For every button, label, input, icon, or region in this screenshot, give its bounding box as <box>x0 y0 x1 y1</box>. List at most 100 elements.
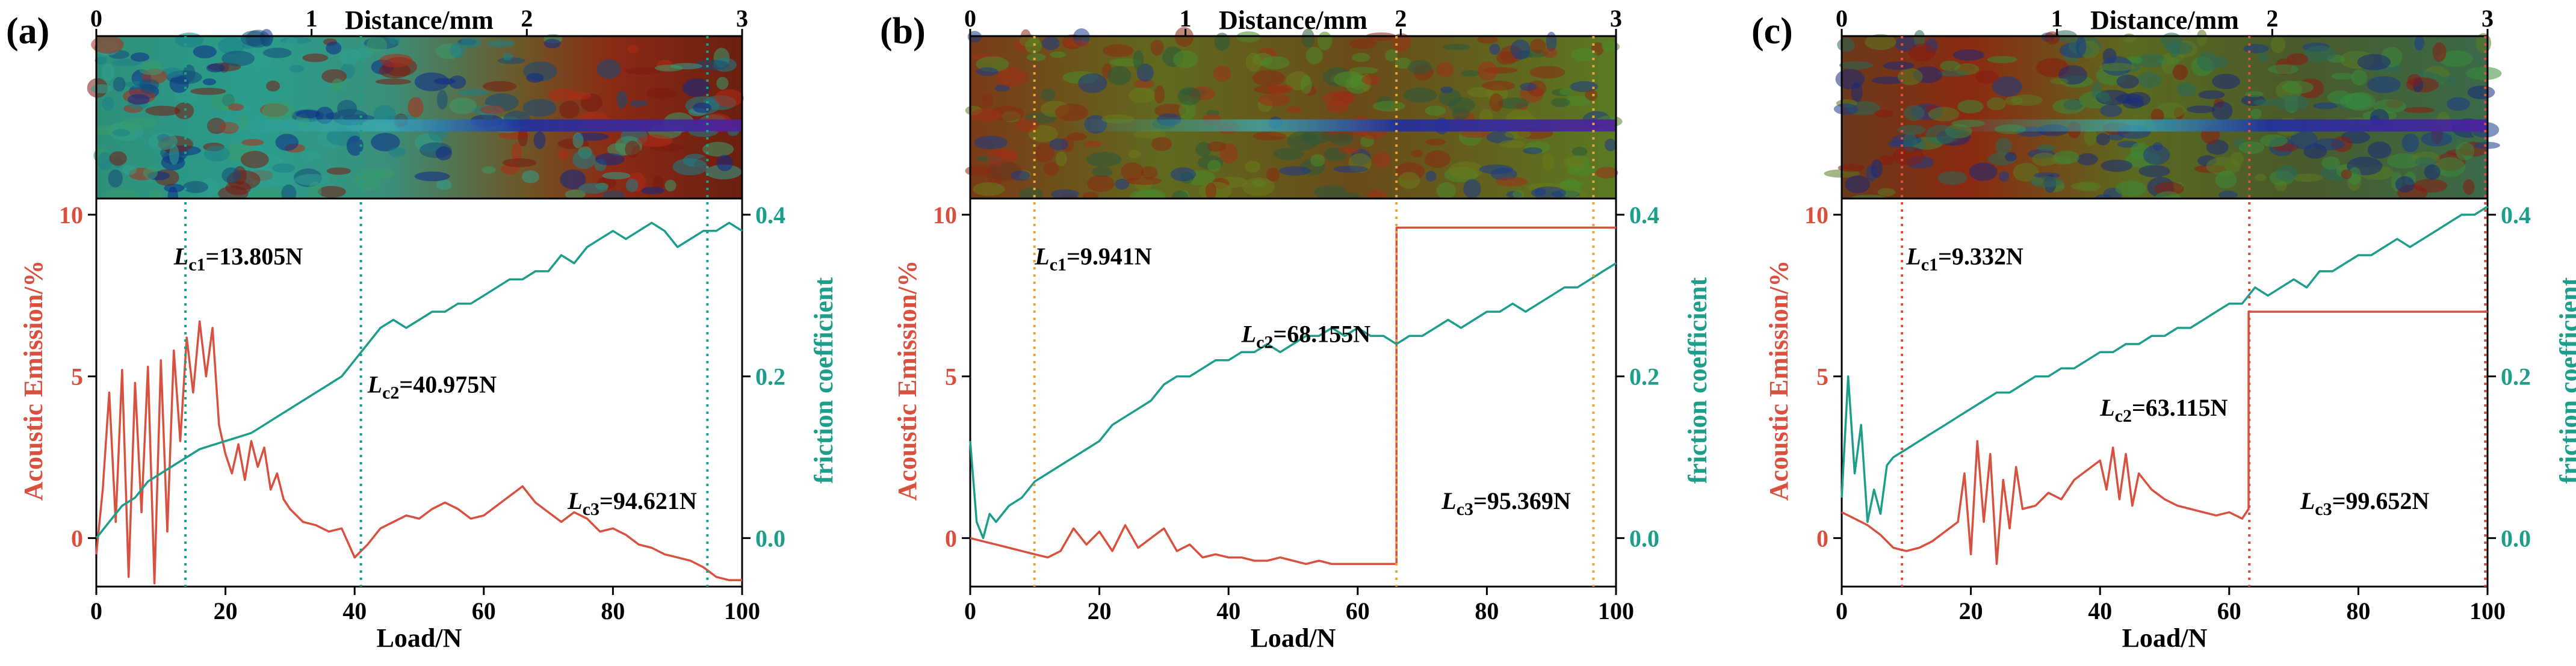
micrograph-texture-spot <box>1133 129 1166 139</box>
micrograph-texture-spot <box>1252 70 1285 87</box>
top-tick-label: 0 <box>964 5 976 32</box>
micrograph-texture-spot <box>602 171 631 180</box>
micrograph-texture-spot <box>2438 50 2473 67</box>
micrograph-texture-spot <box>111 58 141 66</box>
micrograph-texture-spot <box>2150 108 2164 123</box>
micrograph-texture-spot <box>105 188 140 199</box>
micrograph-texture-spot <box>241 139 264 146</box>
micrograph-texture-spot <box>1301 28 1315 48</box>
micrograph-texture-spot <box>976 67 999 76</box>
micrograph-texture-spot <box>2030 176 2063 188</box>
micrograph-texture-spot <box>2414 156 2436 166</box>
micrograph-texture-spot <box>148 132 178 150</box>
micrograph-texture-spot <box>102 96 115 111</box>
micrograph-texture-spot <box>1338 147 1360 154</box>
x-axis-title: Load/N <box>377 623 462 653</box>
micrograph-texture-spot <box>1035 143 1055 163</box>
micrograph-texture-spot <box>578 183 608 194</box>
micrograph-texture-spot <box>1530 39 1546 54</box>
top-axis-title: Distance/mm <box>2090 5 2239 35</box>
y-right-tick-label: 0.0 <box>1629 525 1659 552</box>
micrograph-texture-spot <box>1395 57 1411 69</box>
micrograph-texture-spot <box>275 134 299 151</box>
annotation-symbol: L <box>1034 243 1049 270</box>
critical-load-annotation-c1: Lc1=13.805N <box>173 243 303 275</box>
critical-load-annotation-c1: Lc1=9.941N <box>1034 243 1152 275</box>
micrograph-texture-spot <box>2367 141 2392 159</box>
micrograph-texture-spot <box>1049 138 1069 150</box>
micrograph-texture-spot <box>2160 32 2183 49</box>
micrograph-texture-spot <box>2212 73 2240 90</box>
micrograph-texture-spot <box>2013 162 2039 182</box>
micrograph-texture-spot <box>693 102 712 113</box>
micrograph-texture-spot <box>1133 79 1154 88</box>
micrograph-texture-spot <box>2395 176 2415 193</box>
micrograph-texture-spot <box>1543 47 1558 58</box>
x-tick-label: 80 <box>2346 597 2370 624</box>
micrograph-texture-spot <box>1605 138 1617 152</box>
micrograph-texture-spot <box>193 45 217 58</box>
micrograph-texture-spot <box>1845 175 1871 193</box>
micrograph-texture-spot <box>480 105 505 114</box>
chart-panel-3: 0 20 40 60 80 100 Load/N 0 1 2 3 Distance/mm 0 5 10 Aco… <box>1751 5 2576 653</box>
micrograph-texture-spot <box>994 84 1010 92</box>
micrograph-texture-spot <box>716 76 729 90</box>
x-tick-label: 40 <box>342 597 367 624</box>
acoustic-emission-line <box>95 320 742 585</box>
micrograph-texture-spot <box>522 99 557 117</box>
micrograph-texture-spot <box>2138 165 2170 177</box>
micrograph-texture-spot <box>101 63 115 81</box>
micrograph-texture-spot <box>217 37 245 55</box>
micrograph-texture-spot <box>1833 103 1859 115</box>
micrograph-texture-spot <box>1252 131 1287 141</box>
micrograph-texture-spot <box>625 67 661 75</box>
micrograph-texture-spot <box>1520 82 1537 91</box>
micrograph-texture-spot <box>640 187 665 194</box>
critical-load-annotation-c2: Lc2=40.975N <box>367 371 497 403</box>
panel-label: (c) <box>1751 11 1793 52</box>
micrograph-texture-spot <box>450 42 465 58</box>
micrograph-texture-spot <box>221 51 255 67</box>
micrograph-texture-spot <box>326 167 351 175</box>
micrograph-texture-spot <box>2044 31 2060 45</box>
micrograph-texture-spot <box>548 88 578 102</box>
micrograph-texture-spot <box>1601 41 1620 52</box>
micrograph-texture-spot <box>1055 152 1067 167</box>
y-left-tick-label: 0 <box>945 525 957 552</box>
micrograph-texture-spot <box>664 179 677 192</box>
micrograph-texture-spot <box>2101 159 2133 172</box>
x-tick-label: 20 <box>1088 597 1112 624</box>
top-tick-label: 0 <box>1836 5 1848 32</box>
micrograph-texture-spot <box>2275 165 2298 181</box>
micrograph-texture-spot <box>481 166 496 174</box>
micrograph-frame <box>969 35 1617 200</box>
micrograph-texture-spot <box>2172 64 2188 81</box>
annotation-symbol: L <box>2099 394 2114 421</box>
top-tick-label: 2 <box>1395 5 1407 32</box>
annotation-value: =13.805N <box>206 243 303 270</box>
micrograph-texture-spot <box>1452 107 1470 120</box>
micrograph-texture-spot <box>970 108 1002 122</box>
micrograph-texture-spot <box>206 63 225 73</box>
micrograph-texture-spot <box>1425 138 1446 146</box>
micrograph-texture-spot <box>1837 38 1855 52</box>
micrograph-texture-spot <box>2031 152 2058 166</box>
top-tick-label: 2 <box>521 5 533 32</box>
micrograph-texture-spot <box>437 90 448 109</box>
plot-area <box>1841 197 2489 588</box>
micrograph-texture-spot <box>182 64 196 82</box>
micrograph-texture-spot <box>974 135 1008 150</box>
micrograph-texture-spot <box>2303 45 2336 63</box>
x-tick-label: 60 <box>2217 597 2241 624</box>
micrograph-texture-spot <box>2467 85 2495 99</box>
micrograph-texture-spot <box>2052 99 2085 114</box>
micrograph-texture-spot <box>1570 48 1597 61</box>
micrograph-texture-spot <box>1314 185 1348 200</box>
micrograph-texture-spot <box>1497 97 1529 109</box>
micrograph-texture-spot <box>250 187 285 200</box>
annotation-symbol: L <box>567 487 582 514</box>
micrograph-texture-spot <box>1559 88 1573 95</box>
micrograph-texture-spot <box>1408 60 1432 75</box>
micrograph-texture-spot <box>1043 162 1059 176</box>
micrograph-texture-spot <box>2403 106 2435 113</box>
